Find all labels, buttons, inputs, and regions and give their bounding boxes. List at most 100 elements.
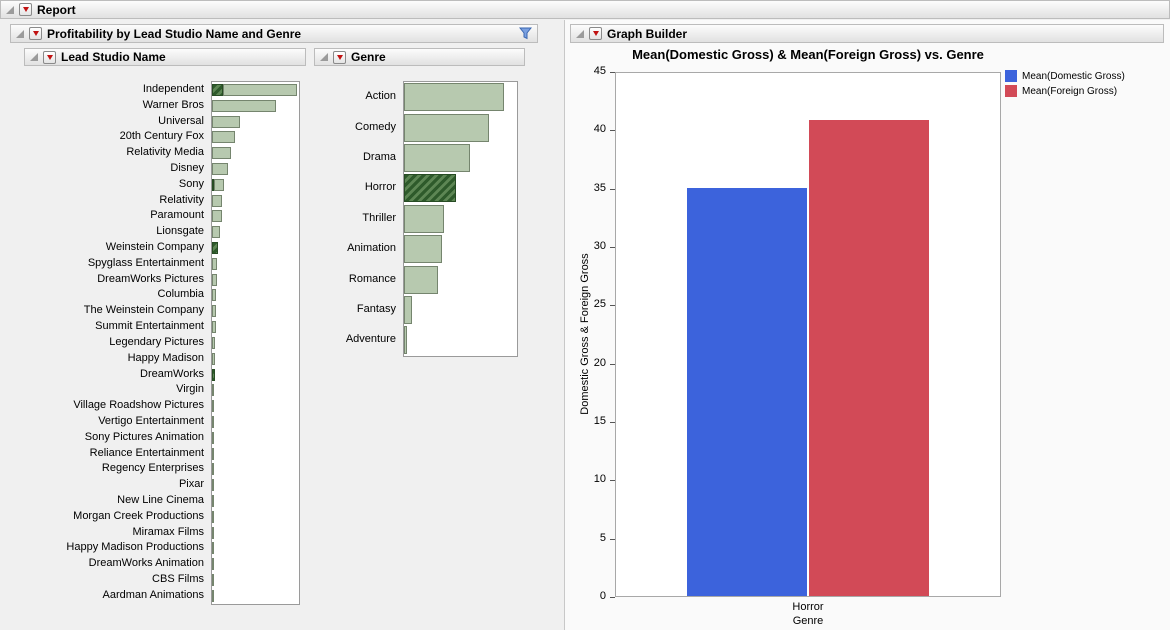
dist-bar-segment[interactable] xyxy=(404,265,438,294)
dist-category-label[interactable]: New Line Cinema xyxy=(117,494,204,507)
dist-bar-row[interactable] xyxy=(212,430,299,446)
dist-bar-selected-segment[interactable] xyxy=(212,242,219,255)
disclosure-icon[interactable] xyxy=(320,53,328,61)
dist-bar-segment[interactable] xyxy=(212,447,215,460)
data-filter-icon[interactable] xyxy=(519,27,532,40)
dist-bar-segment[interactable] xyxy=(212,352,216,365)
dist-category-label[interactable]: Regency Enterprises xyxy=(101,462,204,475)
dist-category-label[interactable]: Reliance Entertainment xyxy=(89,446,204,459)
disclosure-icon[interactable] xyxy=(16,29,24,38)
dist-bar-segment[interactable] xyxy=(212,336,216,349)
studio-distribution-plot[interactable] xyxy=(211,81,300,605)
dist-category-label[interactable]: Romance xyxy=(348,272,396,285)
dist-category-label[interactable]: Legendary Pictures xyxy=(109,335,204,348)
disclosure-icon[interactable] xyxy=(6,5,14,14)
dist-bar-row[interactable] xyxy=(212,462,299,478)
dist-bar-row[interactable] xyxy=(212,256,299,272)
dist-bar-segment[interactable] xyxy=(212,463,215,476)
dist-bar-segment[interactable] xyxy=(212,415,215,428)
dist-bar-segment[interactable] xyxy=(212,194,222,207)
disclosure-icon[interactable] xyxy=(576,29,584,38)
dist-bar-segment[interactable] xyxy=(212,542,214,555)
dist-bar-row[interactable] xyxy=(404,173,517,203)
dist-bar-segment[interactable] xyxy=(212,257,218,270)
dist-bar-selected-segment[interactable] xyxy=(404,174,456,203)
dist-bar-segment[interactable] xyxy=(212,99,276,112)
dist-bar-segment[interactable] xyxy=(212,289,217,302)
dist-bar-row[interactable] xyxy=(404,143,517,173)
dist-bar-row[interactable] xyxy=(212,351,299,367)
dist-bar-segment[interactable] xyxy=(212,115,240,128)
dist-bar-segment[interactable] xyxy=(212,558,214,571)
dist-category-label[interactable]: Warner Bros xyxy=(142,98,204,111)
dist-bar-row[interactable] xyxy=(212,240,299,256)
dist-bar-row[interactable] xyxy=(212,493,299,509)
dist-bar-row[interactable] xyxy=(404,82,517,112)
dist-bar-segment[interactable] xyxy=(212,147,232,160)
dist-category-label[interactable]: Disney xyxy=(170,161,204,174)
red-triangle-menu-icon[interactable] xyxy=(333,50,346,64)
dist-bar-selected-segment[interactable] xyxy=(212,368,216,381)
dist-bar-row[interactable] xyxy=(212,272,299,288)
dist-category-label[interactable]: Fantasy xyxy=(356,302,396,315)
dist-bar-segment[interactable] xyxy=(404,295,412,324)
legend-item[interactable]: Mean(Foreign Gross) xyxy=(1005,85,1125,97)
dist-bar-segment[interactable] xyxy=(212,495,215,508)
dist-bar-row[interactable] xyxy=(212,177,299,193)
dist-category-label[interactable]: Summit Entertainment xyxy=(95,320,204,333)
dist-category-label[interactable]: Weinstein Company xyxy=(105,241,204,254)
dist-bar-selected-segment[interactable] xyxy=(212,178,215,191)
dist-bar-row[interactable] xyxy=(212,224,299,240)
dist-bar-row[interactable] xyxy=(212,414,299,430)
dist-bar-row[interactable] xyxy=(212,572,299,588)
dist-bar-segment[interactable] xyxy=(212,400,215,413)
dist-bar-row[interactable] xyxy=(404,264,517,294)
red-triangle-menu-icon[interactable] xyxy=(43,50,56,64)
dist-category-label[interactable]: Virgin xyxy=(176,383,204,396)
dist-bar-segment[interactable] xyxy=(404,204,444,233)
dist-bar-row[interactable] xyxy=(212,335,299,351)
dist-bar-row[interactable] xyxy=(212,303,299,319)
dist-bar-segment[interactable] xyxy=(212,526,214,539)
dist-category-label[interactable]: 20th Century Fox xyxy=(119,130,204,143)
dist-bar-row[interactable] xyxy=(404,112,517,142)
dist-bar-row[interactable] xyxy=(212,509,299,525)
dist-bar-row[interactable] xyxy=(404,325,517,355)
dist-bar-row[interactable] xyxy=(212,98,299,114)
dist-bar-row[interactable] xyxy=(212,114,299,130)
dist-bar-segment[interactable] xyxy=(212,574,214,587)
dist-category-label[interactable]: Morgan Creek Productions xyxy=(73,509,204,522)
dist-category-label[interactable]: Universal xyxy=(158,114,204,127)
dist-category-label[interactable]: Village Roadshow Pictures xyxy=(73,399,204,412)
dist-category-label[interactable]: CBS Films xyxy=(152,573,204,586)
dist-bar-segment[interactable] xyxy=(214,178,224,191)
dist-category-label[interactable]: Happy Madison xyxy=(127,351,204,364)
dist-category-label[interactable]: Miramax Films xyxy=(132,525,205,538)
dist-bar-segment[interactable] xyxy=(212,384,215,397)
dist-bar-row[interactable] xyxy=(212,525,299,541)
dist-category-label[interactable]: Adventure xyxy=(345,333,396,346)
dist-bar-segment[interactable] xyxy=(212,589,214,602)
dist-bar-row[interactable] xyxy=(212,556,299,572)
dist-category-label[interactable]: Vertigo Entertainment xyxy=(98,414,204,427)
dist-category-label[interactable]: Animation xyxy=(347,242,396,255)
dist-bar-segment[interactable] xyxy=(212,321,217,334)
dist-bar-segment[interactable] xyxy=(404,235,442,264)
dist-category-label[interactable]: DreamWorks Animation xyxy=(88,557,204,570)
dist-bar-row[interactable] xyxy=(212,161,299,177)
dist-bar-row[interactable] xyxy=(404,234,517,264)
dist-bar-row[interactable] xyxy=(212,446,299,462)
dist-bar-segment[interactable] xyxy=(212,273,218,286)
dist-bar-row[interactable] xyxy=(212,477,299,493)
grouped-bar[interactable] xyxy=(809,120,929,596)
dist-bar-segment[interactable] xyxy=(212,305,217,318)
dist-bar-segment[interactable] xyxy=(404,83,504,112)
dist-category-label[interactable]: DreamWorks Pictures xyxy=(97,272,204,285)
dist-category-label[interactable]: Columbia xyxy=(157,288,204,301)
dist-bar-segment[interactable] xyxy=(212,510,214,523)
dist-bar-row[interactable] xyxy=(212,588,299,604)
dist-bar-selected-segment[interactable] xyxy=(212,83,223,96)
dist-bar-row[interactable] xyxy=(404,204,517,234)
dist-bar-row[interactable] xyxy=(212,209,299,225)
red-triangle-menu-icon[interactable] xyxy=(29,27,42,40)
